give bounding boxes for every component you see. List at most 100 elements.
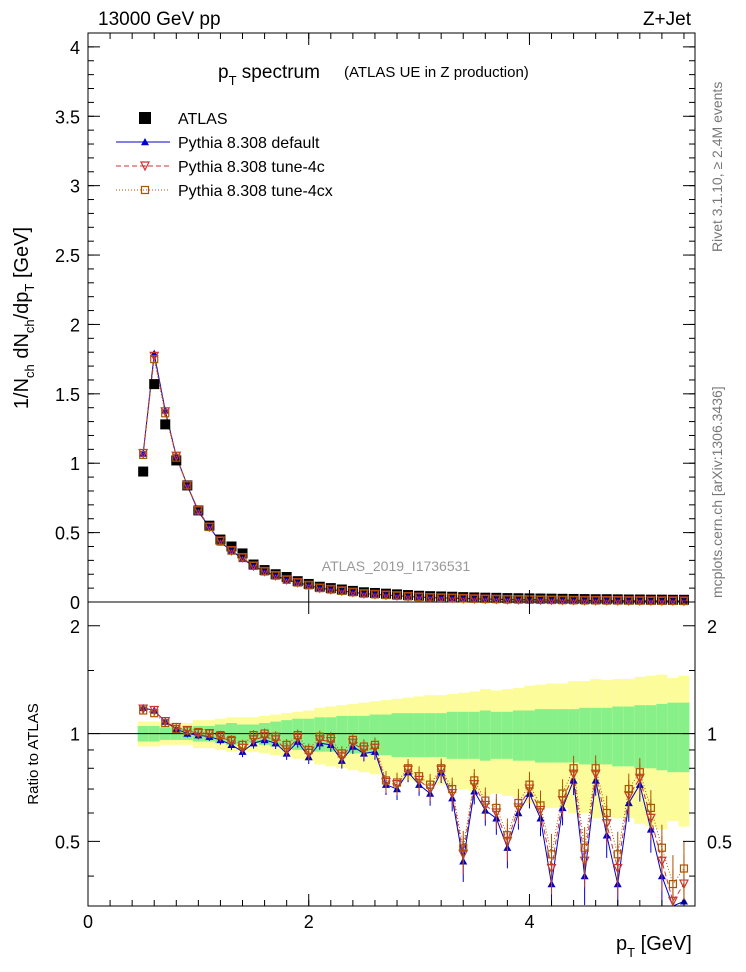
ratio-point-tune4cx bbox=[293, 731, 302, 740]
point-3 bbox=[448, 594, 457, 603]
bottom-ytick-label: 1 bbox=[70, 725, 80, 745]
top-ytick-label: 3.5 bbox=[55, 107, 80, 127]
point-3 bbox=[437, 593, 446, 602]
legend-marker bbox=[141, 138, 149, 146]
point-3 bbox=[183, 481, 192, 490]
band-inner-bin bbox=[678, 702, 690, 773]
point-3 bbox=[657, 596, 666, 605]
ratio-point-tune4cx bbox=[359, 742, 369, 751]
header-left: 13000 GeV pp bbox=[98, 9, 221, 30]
band-inner-bin bbox=[391, 713, 403, 758]
bottom-ytick-label-right: 0.5 bbox=[707, 832, 732, 852]
ratio-point-tune4cx bbox=[304, 745, 313, 755]
legend-marker bbox=[139, 112, 151, 124]
ratio-point-tune4cx bbox=[205, 729, 214, 738]
point-3 bbox=[392, 591, 402, 600]
ratio-point-tune4cx bbox=[216, 731, 225, 740]
ratio-point-tune4cx bbox=[348, 735, 357, 745]
point-3 bbox=[503, 595, 512, 604]
band-inner-bin bbox=[490, 711, 502, 759]
point-3 bbox=[679, 596, 689, 606]
band-inner-bin bbox=[568, 709, 580, 763]
band-inner-bin bbox=[413, 713, 425, 758]
top-ylabel-text: 1/Nch dNch/dpT [GeV] bbox=[11, 227, 37, 409]
point-3 bbox=[139, 450, 148, 459]
band-inner-bin bbox=[424, 713, 436, 758]
band-inner-bin bbox=[281, 720, 293, 749]
band-inner-bin bbox=[557, 709, 569, 763]
ratio-point-tune4cx bbox=[172, 724, 181, 734]
band-inner-bin bbox=[579, 707, 591, 765]
band-inner-bin bbox=[590, 707, 602, 765]
ratio-point-tune4cx bbox=[403, 764, 413, 773]
ratio-point-tune4cx bbox=[437, 764, 446, 773]
ratio-point-tune4cx bbox=[392, 778, 402, 787]
point-3 bbox=[470, 594, 479, 603]
top-ytick-label: 2.5 bbox=[55, 246, 80, 266]
band-inner-bin bbox=[534, 709, 547, 763]
point-3 bbox=[624, 596, 633, 605]
legend: ATLAS Pythia 8.308 default Pythia 8.308 tu… bbox=[116, 111, 333, 200]
band-inner-bin bbox=[369, 714, 381, 756]
top-ytick-label: 1 bbox=[70, 454, 80, 474]
point-3 bbox=[414, 593, 424, 602]
ratio-point-tune4cx bbox=[139, 706, 148, 715]
point-3 bbox=[591, 596, 600, 605]
ratio-point-tune4cx bbox=[591, 764, 600, 773]
ratio-point-tune4cx bbox=[337, 749, 346, 758]
ratio-point-tune4cx bbox=[547, 850, 556, 859]
point-3 bbox=[459, 594, 468, 603]
ratio-point-tune4cx bbox=[227, 735, 236, 745]
ratio-point-tune4cx bbox=[271, 732, 280, 741]
band-inner-bin bbox=[645, 705, 657, 769]
title-rest: spectrum bbox=[237, 62, 320, 83]
point-3 bbox=[370, 590, 380, 599]
legend-label: Pythia 8.308 default bbox=[178, 135, 320, 152]
ratio-point-tune4cx bbox=[183, 726, 192, 735]
point-3 bbox=[547, 595, 556, 605]
chart-title: pT spectrum bbox=[218, 62, 320, 88]
ratio-point-tune4cx bbox=[448, 784, 457, 794]
band-inner-bin bbox=[656, 703, 668, 771]
point-3 bbox=[315, 584, 324, 593]
ratio-point-tune4cx bbox=[470, 776, 479, 785]
band-inner-bin bbox=[546, 709, 558, 763]
band-inner-bin bbox=[479, 710, 491, 761]
ratio-point-tune4cx bbox=[679, 864, 689, 873]
point-1 bbox=[150, 349, 159, 357]
point-3 bbox=[161, 409, 170, 418]
axis-ticks: 0 0.5 1 1.5 2 2.5 3 3.5 4 0.5 0.5 1 1 2 2 0 2 4 bbox=[55, 33, 732, 932]
ratio-point-tune4cx bbox=[326, 734, 335, 743]
band-inner-bin bbox=[501, 711, 513, 759]
xtick-label: 0 bbox=[83, 912, 93, 932]
point-3 bbox=[359, 589, 369, 598]
ratio-point-tune4cx bbox=[282, 740, 291, 749]
point-3 bbox=[580, 596, 589, 605]
ratio-point-tune4cx bbox=[150, 709, 159, 718]
ratio-point-tune4cx bbox=[459, 843, 468, 852]
ratio-point-tune4cx bbox=[503, 831, 512, 840]
ratio-point-tune4cx bbox=[569, 764, 578, 773]
point-3 bbox=[426, 593, 435, 602]
band-inner-bin bbox=[435, 713, 447, 758]
point-3 bbox=[569, 596, 578, 605]
bottom-ytick-label: 2 bbox=[70, 617, 80, 637]
point-3 bbox=[668, 596, 678, 605]
ratio-point-tune4cx bbox=[260, 729, 269, 738]
bottom-ytick-label-right: 1 bbox=[707, 725, 717, 745]
point-1 bbox=[216, 538, 225, 546]
ratio-point-tune4cx bbox=[370, 740, 380, 749]
point-3 bbox=[282, 575, 291, 584]
point-2 bbox=[160, 407, 171, 418]
point-3 bbox=[514, 595, 523, 604]
top-ytick-label: 0 bbox=[70, 593, 80, 613]
band-inner-bin bbox=[667, 702, 679, 773]
point-3 bbox=[602, 596, 611, 605]
ratio-point-tune4cx bbox=[426, 780, 435, 789]
point-3 bbox=[326, 585, 335, 594]
point-1 bbox=[238, 554, 247, 563]
point-3 bbox=[194, 506, 203, 515]
band-inner-bin bbox=[457, 711, 469, 759]
point-0 bbox=[149, 379, 160, 390]
point-3 bbox=[381, 590, 391, 600]
